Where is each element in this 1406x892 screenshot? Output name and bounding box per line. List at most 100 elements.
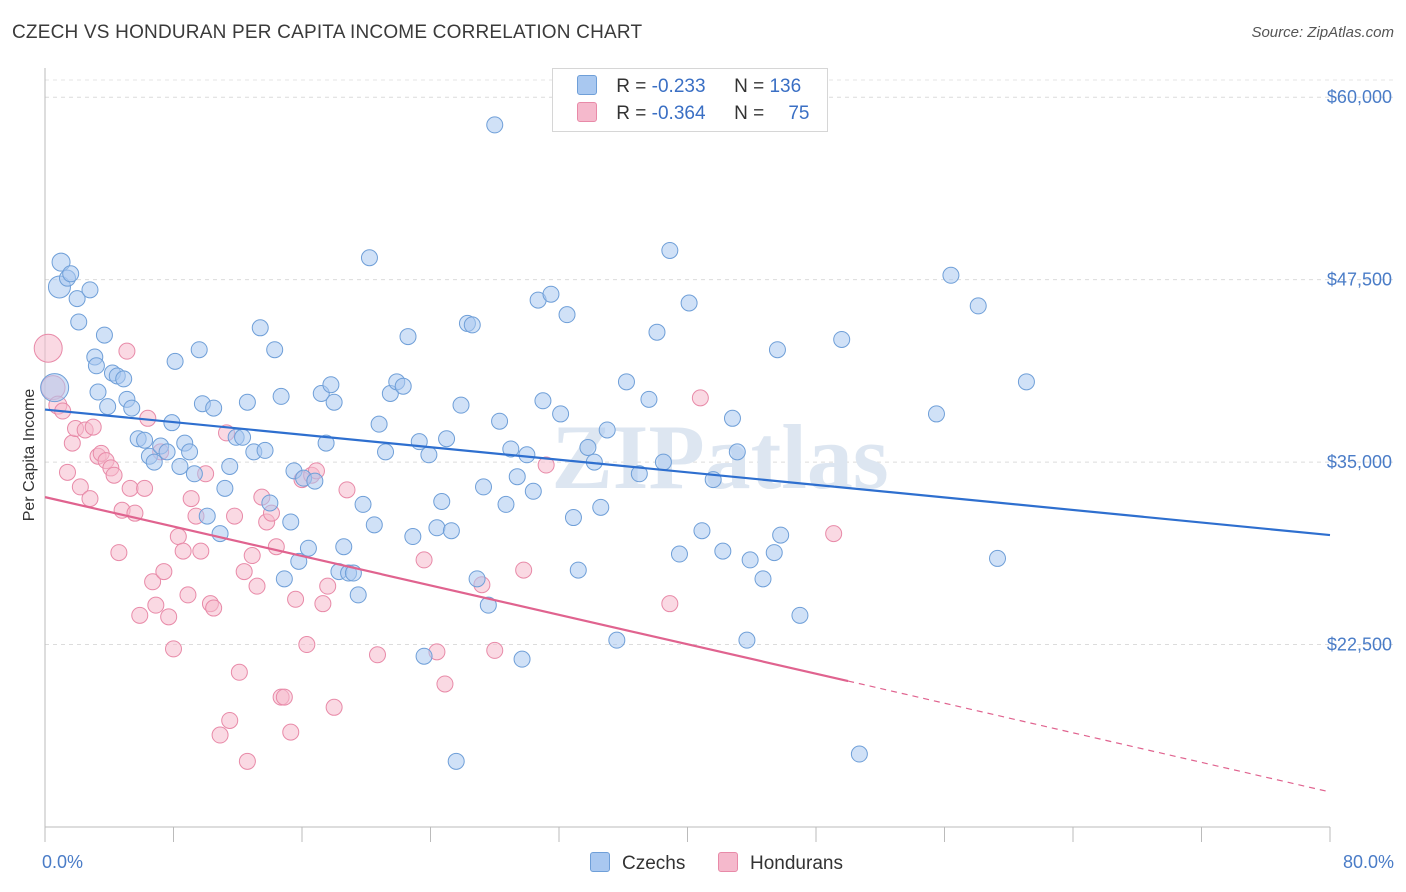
honduran-point-5 xyxy=(63,434,81,452)
czech-point-63 xyxy=(360,249,378,267)
honduran-point-35 xyxy=(192,542,210,560)
honduran-point-64 xyxy=(368,646,386,664)
czech-point-30 xyxy=(190,341,208,359)
honduran-point-10 xyxy=(84,418,102,436)
honduran-point-42 xyxy=(226,507,244,525)
czech-point-11 xyxy=(95,326,113,344)
honduran-point-61 xyxy=(319,577,337,595)
czech-point-39 xyxy=(238,393,256,411)
legend-item-czechs: Czechs xyxy=(590,852,685,875)
honduran-trend-line xyxy=(44,496,849,683)
honduran-point-33 xyxy=(182,490,200,508)
czech-point-65 xyxy=(370,415,388,433)
czech-point-92 xyxy=(518,446,536,464)
honduran-point-32 xyxy=(179,586,197,604)
czech-point-122 xyxy=(765,544,783,562)
czech-point-78 xyxy=(442,522,460,540)
legend-row-czech: R = -0.233 N = 136 xyxy=(577,75,801,101)
czech-point-28 xyxy=(181,443,199,461)
czech-point-111 xyxy=(661,241,679,259)
watermark: ZIPatlas xyxy=(551,406,888,508)
czech-point-127 xyxy=(850,745,868,763)
czech-point-89 xyxy=(502,440,520,458)
honduran-point-53 xyxy=(275,688,293,706)
czech-point-110 xyxy=(654,453,672,471)
czech-point-25 xyxy=(166,352,184,370)
czech-point-74 xyxy=(420,446,438,464)
czech-point-113 xyxy=(680,294,698,312)
czech-point-55 xyxy=(322,376,340,394)
czech-point-38 xyxy=(234,428,252,446)
czech-point-93 xyxy=(524,482,542,500)
y-tick-label-2: $47,500 xyxy=(1327,270,1392,290)
honduran-point-55 xyxy=(287,590,305,608)
czech-point-83 xyxy=(468,570,486,588)
honduran-point-60 xyxy=(314,595,332,613)
honduran-point-39 xyxy=(211,726,229,744)
czech-point-114 xyxy=(693,522,711,540)
y-tick-labels: $22,500 $35,000 $47,500 $60,000 xyxy=(1327,87,1392,654)
honduran-point-24 xyxy=(144,573,162,591)
czech-n-value: 136 xyxy=(769,76,802,97)
honduran-r-label: R = xyxy=(616,103,652,124)
honduran-point-18 xyxy=(118,342,136,360)
czech-point-64 xyxy=(365,516,383,534)
czech-point-123 xyxy=(768,341,786,359)
czech-point-17 xyxy=(123,399,141,417)
czech-point-130 xyxy=(969,297,987,315)
czech-point-90 xyxy=(508,468,526,486)
hondurans-legend-swatch xyxy=(718,852,738,872)
czech-point-86 xyxy=(486,116,504,134)
czech-point-12 xyxy=(99,398,117,416)
czech-point-124 xyxy=(772,526,790,544)
y-tick-label-1: $35,000 xyxy=(1327,452,1392,472)
honduran-point-74 xyxy=(825,525,843,543)
czech-point-95 xyxy=(534,392,552,410)
czech-point-10 xyxy=(89,383,107,401)
czech-point-2 xyxy=(51,252,71,272)
czech-point-49 xyxy=(290,552,308,570)
czech-point-112 xyxy=(670,545,688,563)
czech-point-6 xyxy=(70,313,88,331)
czech-point-29 xyxy=(185,465,203,483)
czech-point-42 xyxy=(256,441,274,459)
czech-point-132 xyxy=(1017,373,1035,391)
source-note: Source: ZipAtlas.com xyxy=(1251,24,1394,41)
czech-point-108 xyxy=(640,390,658,408)
honduran-point-27 xyxy=(155,563,173,581)
czech-point-61 xyxy=(349,586,367,604)
czech-point-119 xyxy=(738,631,756,649)
honduran-swatch xyxy=(577,102,597,122)
czech-point-69 xyxy=(394,377,412,395)
honduran-r-value: -0.364 xyxy=(651,103,706,124)
czech-point-66 xyxy=(377,443,395,461)
trend-lines xyxy=(44,408,1331,793)
honduran-point-62 xyxy=(325,698,343,716)
czech-point-105 xyxy=(608,631,626,649)
y-tick-label-3: $60,000 xyxy=(1327,87,1392,107)
czech-point-76 xyxy=(433,493,451,511)
czech-point-128 xyxy=(927,405,945,423)
czech-point-121 xyxy=(754,570,772,588)
legend-row-honduran: R = -0.364 N = 75 xyxy=(577,102,809,128)
czech-point-125 xyxy=(791,606,809,624)
czech-point-4 xyxy=(62,265,80,283)
czech-point-131 xyxy=(989,549,1007,567)
honduran-point-47 xyxy=(248,577,266,595)
czech-r-value: -0.233 xyxy=(651,76,706,97)
czech-point-116 xyxy=(714,542,732,560)
czech-point-96 xyxy=(542,285,560,303)
czech-point-88 xyxy=(497,495,515,513)
stats-legend: R = -0.233 N = 136 R = -0.364 N = 75 xyxy=(552,68,828,132)
czech-point-56 xyxy=(325,393,343,411)
czech-point-85 xyxy=(479,596,497,614)
czech-swatch xyxy=(577,75,597,95)
czech-point-52 xyxy=(306,472,324,490)
honduran-point-65 xyxy=(415,551,433,569)
czechs-legend-swatch xyxy=(590,852,610,872)
czech-point-101 xyxy=(579,439,597,456)
honduran-point-54 xyxy=(282,723,300,741)
honduran-point-25 xyxy=(147,596,165,614)
czech-point-91 xyxy=(513,650,531,668)
honduran-point-41 xyxy=(221,711,239,729)
